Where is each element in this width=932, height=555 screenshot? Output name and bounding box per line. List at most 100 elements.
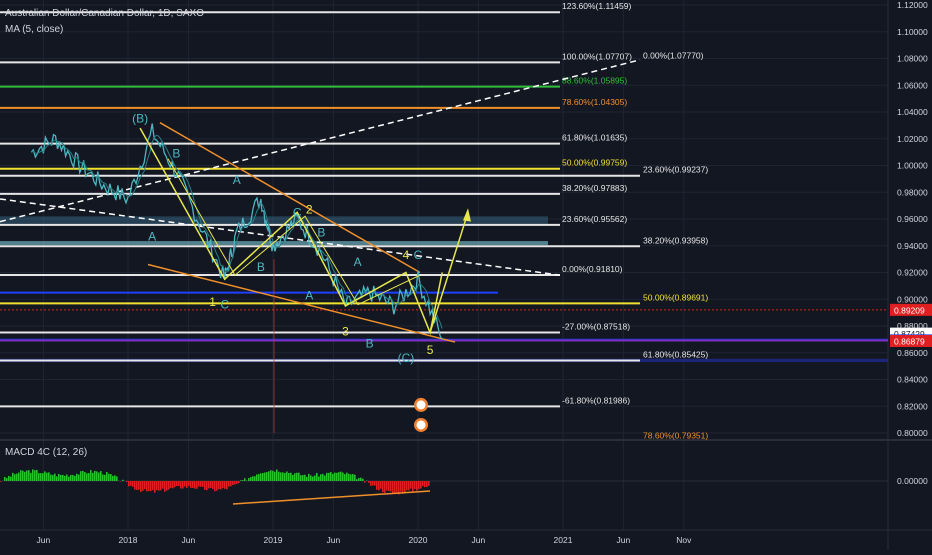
macd-bar xyxy=(302,475,304,481)
macd-bar xyxy=(216,481,218,491)
macd-bar xyxy=(20,470,22,481)
macd-bar xyxy=(194,481,196,489)
macd-bar xyxy=(160,481,162,490)
wave-label: (C) xyxy=(398,351,415,365)
macd-bar xyxy=(266,472,268,481)
macd-bar xyxy=(16,474,18,481)
macd-bar xyxy=(382,481,384,492)
macd-bar xyxy=(48,472,50,481)
macd-bar xyxy=(68,477,70,481)
macd-bar xyxy=(222,481,224,488)
macd-bar xyxy=(66,475,68,481)
macd-bar xyxy=(106,472,108,481)
macd-bar xyxy=(76,474,78,481)
macd-bar xyxy=(350,474,352,481)
macd-bar xyxy=(34,470,36,481)
macd-bar xyxy=(176,481,178,486)
macd-bar xyxy=(286,471,288,481)
time-axis-tick: 2021 xyxy=(554,535,573,545)
macd-bar xyxy=(310,475,312,481)
event-badge-inner xyxy=(417,400,426,409)
macd-bar xyxy=(422,481,424,486)
wave-label: 1 xyxy=(209,295,216,309)
macd-bar xyxy=(316,473,318,481)
macd-bar xyxy=(410,481,412,489)
macd-bar xyxy=(6,478,8,481)
price-axis-tick: 1.12000 xyxy=(897,0,928,10)
macd-bar xyxy=(196,481,198,489)
macd-bar xyxy=(404,481,406,493)
macd-bar xyxy=(420,481,422,488)
macd-bar xyxy=(210,481,212,488)
macd-bar xyxy=(50,475,52,481)
macd-bar xyxy=(214,481,216,491)
macd-bar xyxy=(128,481,130,486)
macd-bar xyxy=(122,480,124,481)
macd-bar xyxy=(416,481,418,491)
macd-bar xyxy=(100,471,102,481)
wave-label: A xyxy=(354,255,362,269)
macd-bar xyxy=(96,471,98,481)
macd-bar xyxy=(224,481,226,489)
fib-level-label: 50.00%(0.89691) xyxy=(643,292,708,302)
macd-bar xyxy=(304,475,306,481)
macd-bar xyxy=(396,481,398,492)
price-axis-tick: 1.10000 xyxy=(897,27,928,37)
macd-bar xyxy=(406,481,408,490)
macd-bar xyxy=(326,473,328,481)
macd-bar xyxy=(414,481,416,489)
macd-bar xyxy=(158,481,160,491)
fib-level-label: 50.00%(0.99759) xyxy=(562,158,627,168)
macd-bar xyxy=(170,481,172,488)
macd-bar xyxy=(8,476,10,481)
macd-bar xyxy=(144,481,146,489)
macd-bar xyxy=(384,481,386,493)
macd-bar xyxy=(52,475,54,481)
wave-label: B xyxy=(172,146,180,160)
macd-bar xyxy=(168,481,170,489)
macd-bar xyxy=(200,481,202,487)
macd-bar xyxy=(258,474,260,481)
price-axis-tick: 0.84000 xyxy=(897,375,928,385)
macd-bar xyxy=(392,481,394,493)
macd-bar xyxy=(126,481,128,482)
fib-level-label: 61.80%(1.01635) xyxy=(562,133,627,143)
macd-bar xyxy=(4,477,6,481)
macd-bar xyxy=(172,481,174,488)
macd-bar xyxy=(354,475,356,481)
event-badge-inner xyxy=(417,420,426,429)
macd-axis-label: 0.00000 xyxy=(897,476,928,486)
macd-bar xyxy=(368,481,370,483)
wave-label: C xyxy=(293,205,302,219)
macd-bar xyxy=(46,473,48,481)
macd-bar xyxy=(308,474,310,481)
macd-bar xyxy=(394,481,396,493)
macd-bar xyxy=(272,471,274,481)
price-axis-tick: 1.06000 xyxy=(897,80,928,90)
macd-bar xyxy=(336,473,338,481)
fib-level-label: 100.00%(1.07707) xyxy=(562,51,632,61)
price-axis-tick: 1.08000 xyxy=(897,54,928,64)
macd-bar xyxy=(60,475,62,481)
macd-bar xyxy=(250,477,252,481)
price-axis-tick: 0.86000 xyxy=(897,348,928,358)
macd-bar xyxy=(70,475,72,481)
macd-bar xyxy=(282,472,284,481)
macd-bar xyxy=(352,474,354,481)
macd-bar xyxy=(268,471,270,481)
macd-bar xyxy=(156,481,158,490)
macd-bar xyxy=(72,475,74,481)
macd-bar xyxy=(92,473,94,481)
macd-bar xyxy=(104,475,106,481)
macd-bar xyxy=(36,470,38,481)
macd-bar xyxy=(146,481,148,491)
price-axis-tick: 0.98000 xyxy=(897,187,928,197)
fib-level-label: 38.20%(0.97883) xyxy=(562,183,627,193)
macd-bar xyxy=(264,473,266,481)
time-axis-tick: 2020 xyxy=(409,535,428,545)
wave-label: 4 xyxy=(403,248,410,262)
macd-bar xyxy=(358,478,360,481)
macd-bar xyxy=(306,477,308,481)
wave-label: C xyxy=(414,248,423,262)
